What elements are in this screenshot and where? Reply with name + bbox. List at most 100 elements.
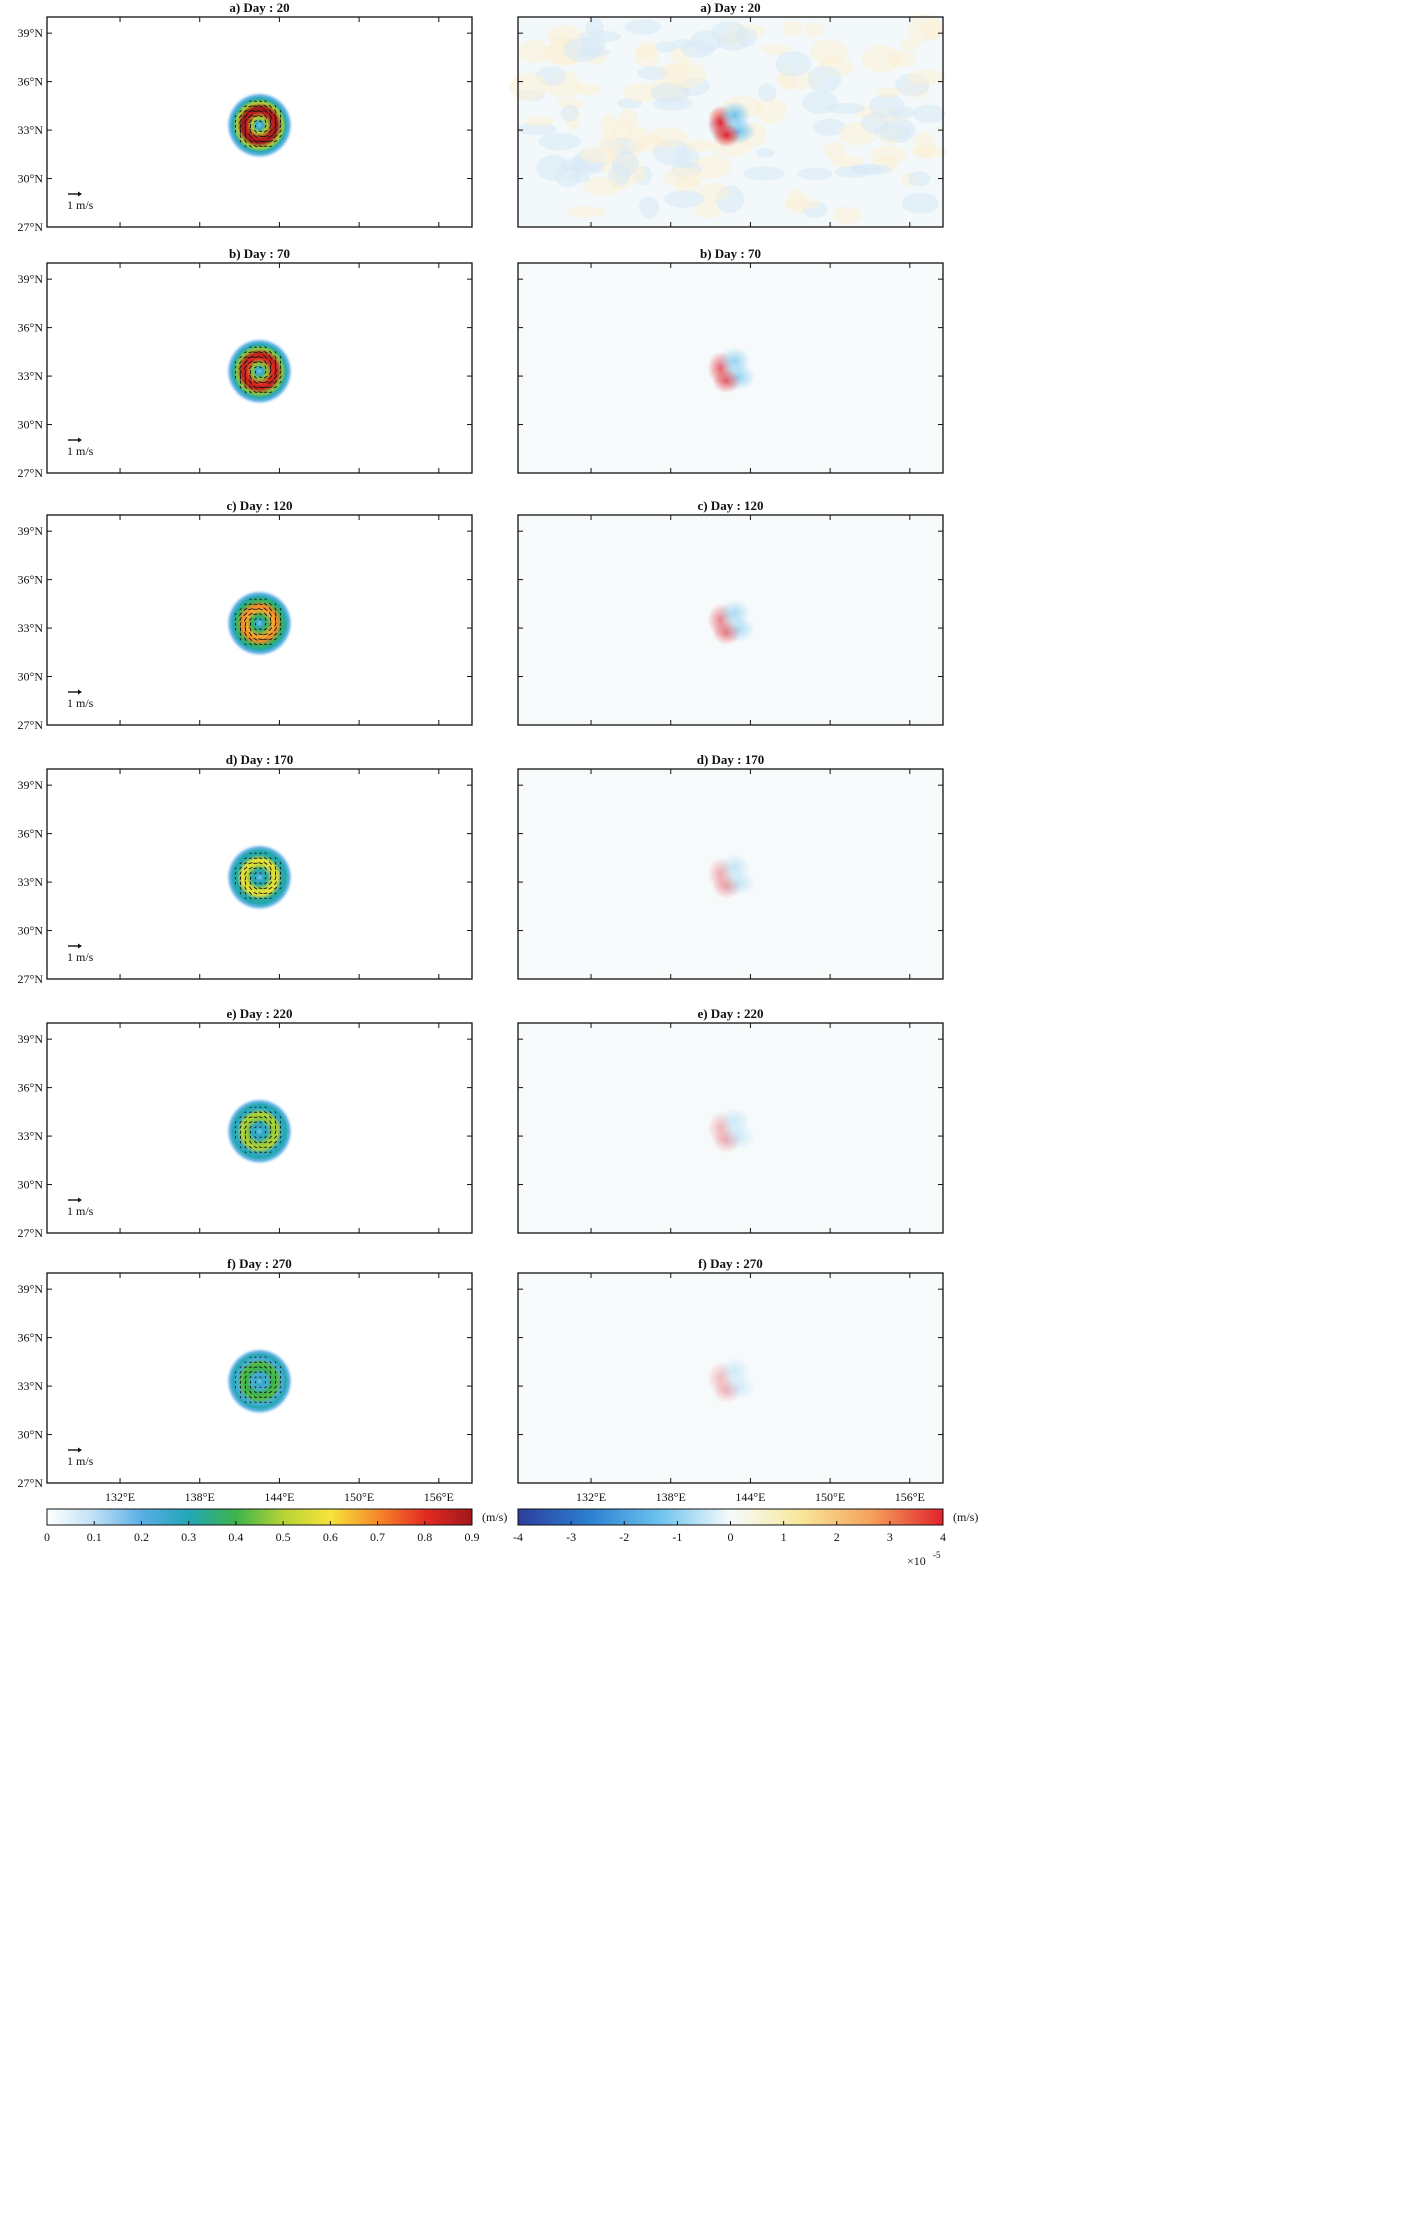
anomaly-noise	[575, 47, 611, 58]
velocity-arrow	[269, 1380, 272, 1384]
velocity-arrow	[263, 350, 268, 354]
speed-panel-1: 1 m/s b) Day : 70 27°N 30°N 33°N 36°N 39°N	[18, 246, 473, 480]
velocity-arrow	[239, 118, 242, 124]
velocity-arrow	[249, 124, 252, 129]
anomaly-panel-4: e) Day : 220	[517, 1006, 944, 1234]
velocity-vectors	[234, 1106, 282, 1154]
velocity-arrow	[269, 1130, 272, 1134]
anomaly-noise	[574, 83, 601, 96]
velocity-arrow	[273, 386, 278, 389]
velocity-arrow	[239, 617, 242, 622]
reference-arrow-head	[78, 689, 82, 695]
anomaly-noise	[618, 108, 639, 130]
velocity-arrow	[244, 897, 247, 900]
anomaly-noise	[509, 73, 549, 101]
velocity-arrow	[268, 1140, 273, 1144]
anomaly-noise	[554, 162, 582, 188]
velocity-arrow	[244, 1140, 247, 1144]
y-tick-label: 36°N	[18, 1331, 44, 1345]
reference-arrow-head	[78, 1197, 82, 1203]
velocity-arrow	[254, 627, 257, 631]
velocity-arrow	[244, 374, 247, 381]
reference-arrow-head	[78, 943, 82, 949]
colorbar-tick-label: -4	[513, 1530, 523, 1544]
velocity-arrow	[279, 1130, 282, 1134]
velocity-arrow	[269, 611, 272, 617]
velocity-arrow	[257, 386, 264, 389]
velocity-arrow	[249, 881, 252, 886]
velocity-arrow	[244, 379, 247, 385]
velocity-arrow	[253, 380, 258, 384]
velocity-arrow	[258, 613, 263, 616]
velocity-arrow	[279, 109, 282, 113]
panel-title: b) Day : 70	[229, 246, 290, 261]
velocity-vectors	[234, 346, 282, 394]
colorbar-tick-label: 0.8	[417, 1530, 432, 1544]
velocity-arrow	[249, 1390, 252, 1394]
velocity-arrow	[243, 616, 248, 622]
velocity-arrow	[258, 115, 263, 118]
y-tick-label: 33°N	[18, 1379, 44, 1393]
panel-frame	[517, 768, 944, 980]
anomaly-lobe	[712, 369, 741, 394]
velocity-arrow	[257, 109, 264, 113]
velocity-arrow	[268, 113, 273, 120]
colorbar-0: 0 0.1 0.2 0.3 0.4 0.5 0.6 0.7 0.8 0.9(m/s)	[44, 1508, 507, 1544]
velocity-arrow	[234, 365, 237, 369]
velocity-arrow	[259, 1151, 262, 1153]
velocity-arrow	[249, 1151, 252, 1154]
velocity-arrow	[239, 876, 242, 881]
velocity-arrow	[264, 852, 267, 855]
panel-frame	[46, 262, 473, 474]
velocity-arrow	[239, 892, 242, 895]
velocity-arrow	[239, 622, 242, 627]
velocity-arrow	[248, 1366, 253, 1369]
velocity-arrow	[244, 1145, 247, 1149]
velocity-arrow	[268, 354, 273, 360]
velocity-arrow	[254, 881, 257, 885]
velocity-arrow	[244, 1366, 247, 1369]
velocity-arrow	[254, 1136, 257, 1139]
colorbar-tick-label: -2	[619, 1530, 629, 1544]
y-tick-label: 27°N	[18, 972, 44, 986]
velocity-arrow	[253, 1145, 258, 1149]
speed-panel-3: 1 m/s d) Day : 170 27°N 30°N 33°N 36°N 39°N	[18, 752, 473, 986]
velocity-arrow	[248, 365, 253, 370]
y-tick-label: 30°N	[18, 418, 44, 432]
velocity-arrow	[239, 1391, 242, 1394]
velocity-arrow	[243, 1116, 248, 1119]
x-tick-label: 144°E	[264, 1490, 294, 1504]
anomaly-panel-2: c) Day : 120	[517, 498, 944, 726]
velocity-arrow	[273, 139, 278, 143]
colorbar-tick-label: 1	[781, 1530, 787, 1544]
colorbar-tick-label: 0.7	[370, 1530, 385, 1544]
anomaly-noise	[757, 83, 777, 102]
y-tick-label: 36°N	[18, 827, 44, 841]
velocity-vectors	[234, 1356, 282, 1404]
velocity-arrow	[264, 365, 267, 369]
velocity-arrow	[244, 632, 247, 637]
velocity-arrow	[264, 1381, 267, 1384]
velocity-arrow	[239, 1375, 242, 1379]
velocity-arrow	[257, 140, 264, 143]
anomaly-noise	[560, 104, 579, 122]
velocity-arrow	[264, 1376, 267, 1379]
y-tick-label: 30°N	[18, 172, 44, 186]
velocity-arrow	[258, 381, 263, 384]
y-tick-label: 30°N	[18, 924, 44, 938]
velocity-arrow	[274, 857, 277, 860]
velocity-arrow	[248, 608, 253, 611]
velocity-arrow	[248, 891, 253, 895]
y-tick-label: 39°N	[18, 778, 44, 792]
velocity-arrow	[274, 355, 277, 360]
vortex-speed-field	[225, 589, 294, 658]
velocity-arrow	[259, 1361, 262, 1364]
velocity-arrow	[244, 1125, 247, 1130]
velocity-arrow	[279, 1386, 282, 1389]
velocity-arrow	[267, 380, 274, 385]
velocity-arrow	[244, 1380, 247, 1384]
velocity-arrow	[239, 139, 242, 143]
y-tick-label: 27°N	[18, 220, 44, 234]
velocity-arrow	[274, 350, 277, 354]
velocity-arrow	[239, 109, 242, 113]
